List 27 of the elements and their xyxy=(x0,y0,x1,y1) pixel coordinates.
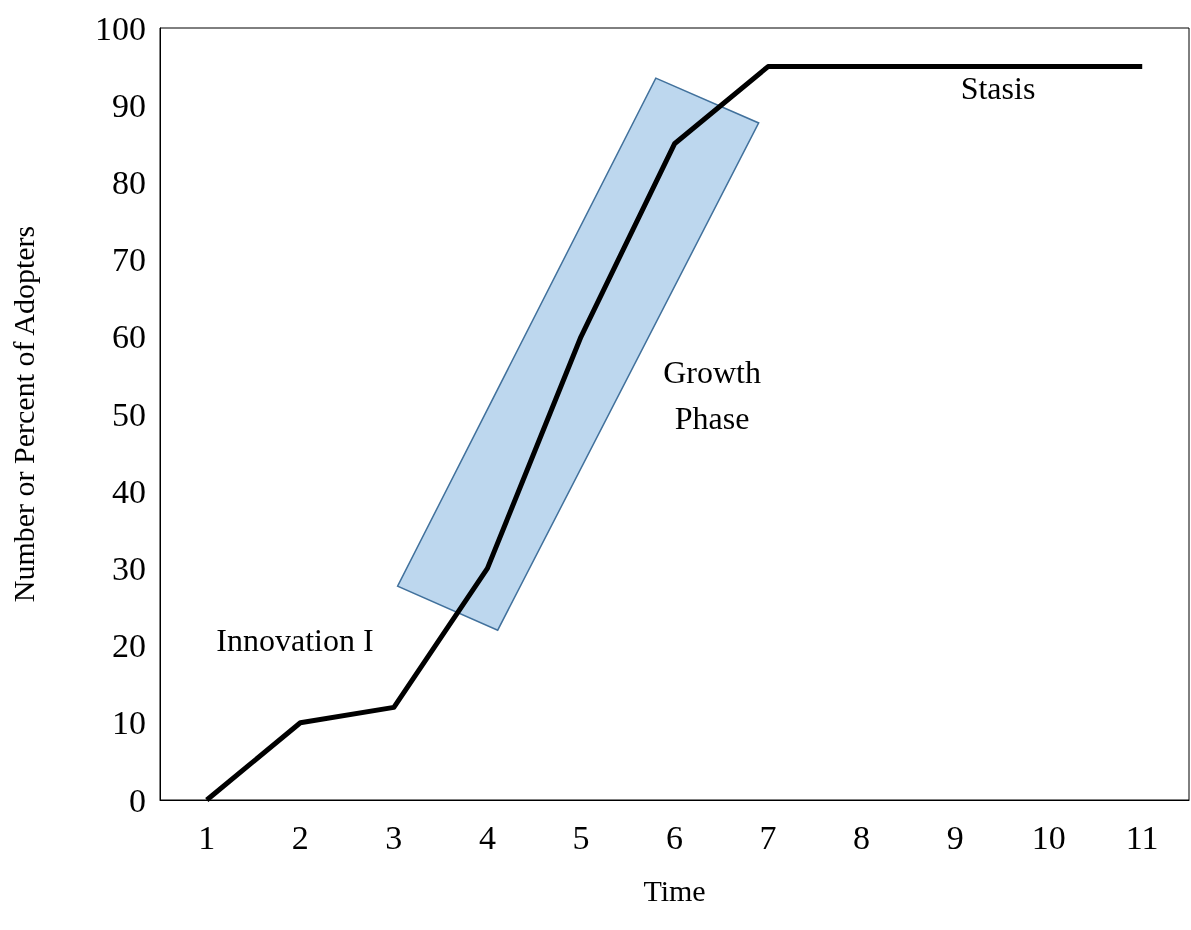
y-tick-label: 60 xyxy=(112,318,146,356)
x-tick-label: 1 xyxy=(198,818,216,856)
y-axis-title: Number or Percent of Adopters xyxy=(6,225,40,603)
x-axis-title: Time xyxy=(643,873,706,907)
y-tick-label: 90 xyxy=(112,86,146,124)
annotation: Innovation I xyxy=(216,622,374,658)
y-tick-label: 80 xyxy=(112,163,146,201)
y-tick-label: 50 xyxy=(112,395,146,433)
y-tick-label: 30 xyxy=(112,549,146,587)
annotation: Growth Phase xyxy=(663,354,761,436)
x-tick-label: 8 xyxy=(853,818,871,856)
y-tick-label: 40 xyxy=(112,472,146,510)
y-tick-label: 0 xyxy=(129,781,146,819)
y-tick-label: 70 xyxy=(112,241,146,279)
x-tick-label: 5 xyxy=(572,818,590,856)
annotation: Stasis xyxy=(960,70,1036,106)
y-tick-label: 100 xyxy=(95,9,146,47)
x-tick-label: 4 xyxy=(478,818,496,856)
y-tick-label: 20 xyxy=(112,627,146,665)
x-tick-label: 10 xyxy=(1031,818,1066,856)
x-tick-label: 9 xyxy=(946,818,964,856)
x-tick-label: 3 xyxy=(385,818,403,856)
y-tick-label: 10 xyxy=(112,704,146,742)
x-tick-label: 7 xyxy=(759,818,777,856)
x-tick-label: 2 xyxy=(291,818,309,856)
x-tick-label: 11 xyxy=(1125,818,1159,856)
x-tick-label: 6 xyxy=(666,818,683,856)
